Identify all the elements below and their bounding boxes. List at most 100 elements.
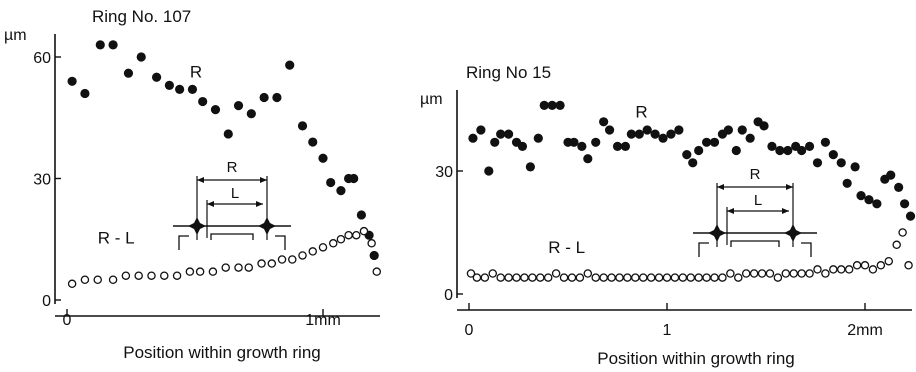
data-point-r: [108, 40, 118, 50]
data-point-r: [318, 153, 328, 163]
data-point-r: [820, 137, 831, 147]
data-point-r: [496, 129, 506, 139]
data-point-r: [737, 125, 747, 135]
data-point-r: [349, 173, 359, 184]
panel-ring-107: Ring No. 107 µm Position within growth rin…: [4, 7, 382, 362]
data-point-r-minus-l: [662, 273, 672, 282]
data-point-r-minus-l: [359, 226, 369, 236]
data-point-r: [650, 129, 660, 139]
data-point-r-minus-l: [789, 269, 798, 278]
y-tick-label: 30: [435, 164, 453, 181]
data-point-r-minus-l: [868, 265, 878, 274]
data-point-r: [658, 133, 668, 143]
data-point-r: [583, 154, 593, 164]
inset-arrowhead: [260, 177, 267, 183]
data-point-r: [591, 137, 601, 147]
data-point-r: [164, 80, 174, 90]
data-point-r: [709, 137, 720, 147]
x-tick-label: 1: [663, 322, 672, 339]
data-point-r: [682, 150, 692, 160]
data-point-r-minus-l: [496, 273, 505, 282]
inset-boundary-star: [258, 217, 276, 235]
data-point-r-minus-l: [318, 243, 328, 252]
data-point-r: [775, 145, 785, 156]
data-point-r-minus-l: [852, 261, 862, 270]
data-point-r-minus-l: [646, 273, 656, 282]
data-point-r: [233, 101, 244, 111]
data-point-r-minus-l: [466, 269, 476, 278]
inset-r-label: R: [750, 166, 761, 183]
data-point-r: [326, 177, 336, 188]
series-label-r: R: [635, 103, 647, 122]
data-point-r: [223, 129, 233, 139]
data-point-r-minus-l: [575, 273, 585, 282]
data-point-r-minus-l: [121, 271, 131, 280]
inset-cell-corner: [801, 242, 812, 257]
data-point-r: [308, 137, 318, 147]
data-point-r-minus-l: [765, 269, 775, 278]
data-point-r: [864, 195, 874, 205]
data-point-r: [369, 250, 379, 261]
data-point-r-minus-l: [221, 263, 230, 272]
y-axis-unit: µm: [420, 91, 443, 108]
data-point-r: [850, 162, 860, 172]
data-point-r-minus-l: [607, 273, 616, 282]
data-point-r-minus-l: [836, 265, 846, 274]
data-point-r: [900, 199, 910, 209]
data-point-r: [152, 72, 162, 82]
data-point-r-minus-l: [734, 273, 743, 282]
data-point-r-minus-l: [352, 230, 361, 240]
data-point-r: [336, 186, 346, 196]
data-point-r-minus-l: [559, 273, 569, 282]
data-point-r: [797, 145, 807, 156]
data-point-r: [642, 125, 652, 135]
panel-ring-15: Ring No 15 µm Position within growth ring 0…: [420, 63, 916, 368]
data-point-r-minus-l: [195, 267, 205, 276]
data-point-r: [812, 158, 823, 168]
data-point-r: [525, 162, 535, 172]
data-point-r-minus-l: [726, 269, 735, 278]
data-point-r-minus-l: [472, 273, 482, 282]
x-axis-label: Position within growth ring: [123, 343, 320, 362]
data-point-r: [674, 125, 684, 135]
data-point-r-minus-l: [829, 265, 838, 274]
data-point-r-minus-l: [805, 269, 814, 278]
data-point-r: [688, 158, 698, 168]
inset-l-label: L: [754, 192, 762, 209]
data-point-r-minus-l: [308, 247, 318, 256]
data-point-r-minus-l: [741, 269, 751, 278]
data-point-r-minus-l: [67, 279, 77, 289]
data-point-r-minus-l: [860, 261, 870, 270]
data-point-r: [767, 141, 777, 151]
inset-cell-corner: [698, 242, 709, 257]
data-point-r-minus-l: [160, 271, 169, 280]
inset-arrowhead: [197, 177, 204, 183]
data-point-r: [504, 129, 514, 139]
data-point-r: [187, 84, 198, 94]
data-point-r-minus-l: [702, 273, 711, 282]
inset-r-label: R: [227, 159, 238, 176]
data-point-r-minus-l: [631, 273, 640, 282]
data-point-r: [836, 158, 846, 168]
data-point-r-minus-l: [480, 273, 490, 282]
data-point-r-minus-l: [80, 275, 90, 284]
data-point-r-minus-l: [821, 269, 830, 278]
data-point-r: [555, 100, 565, 110]
inset-arrowhead: [717, 184, 724, 190]
data-point-r-minus-l: [504, 273, 513, 282]
data-point-r-minus-l: [536, 273, 545, 282]
data-point-r: [905, 211, 916, 221]
data-point-r-minus-l: [749, 269, 759, 278]
data-point-r: [731, 145, 741, 156]
data-point-r-minus-l: [172, 271, 182, 280]
y-tick-label: 0: [42, 293, 51, 310]
data-point-r: [517, 141, 528, 151]
data-point-r: [490, 137, 500, 147]
inset-arrowhead: [207, 201, 214, 207]
data-point-r-minus-l: [813, 265, 822, 274]
data-point-r-minus-l: [892, 240, 901, 250]
inset-boundary-star: [784, 224, 802, 242]
data-point-r-minus-l: [773, 273, 783, 282]
data-point-r-minus-l: [884, 256, 894, 266]
